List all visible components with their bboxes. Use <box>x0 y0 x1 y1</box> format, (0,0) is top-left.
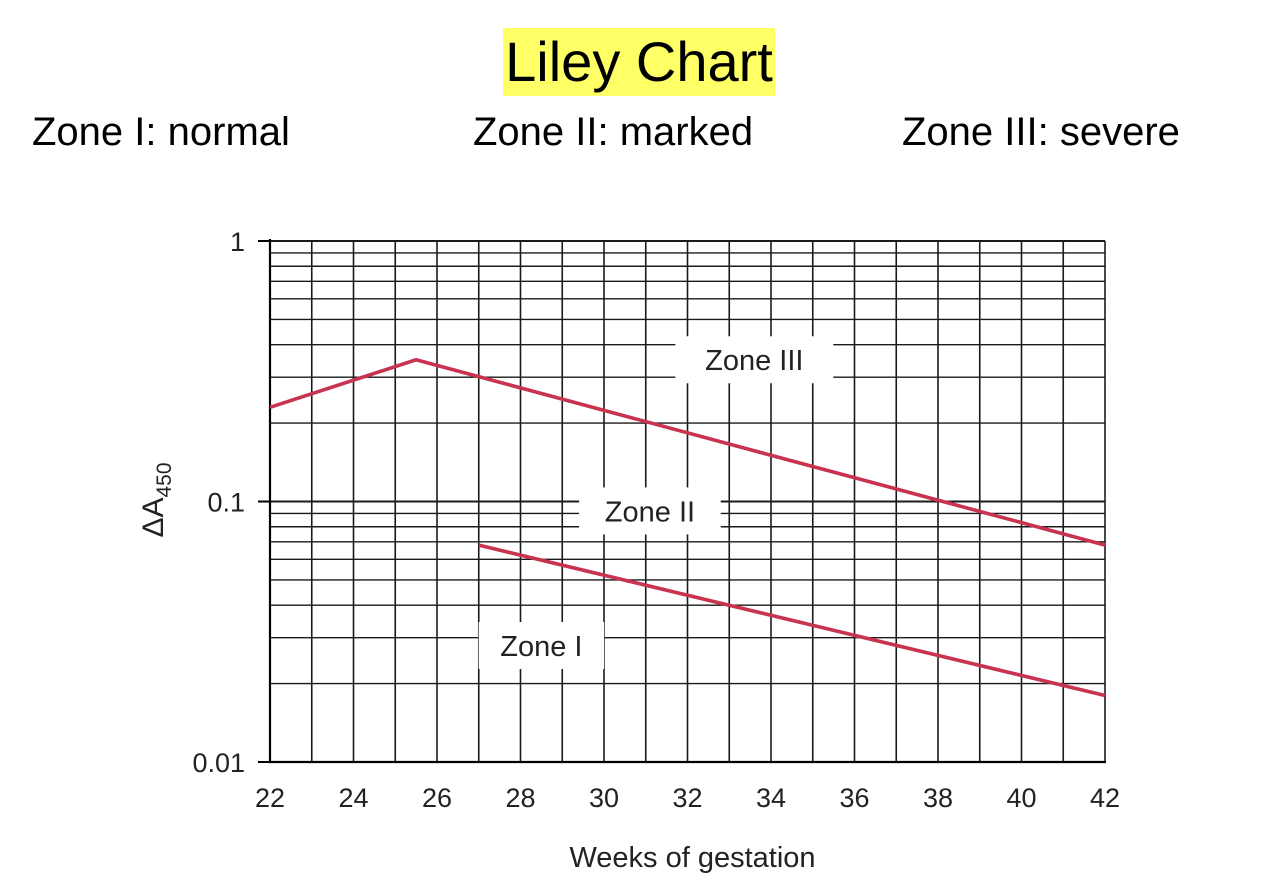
x-axis-label: Weeks of gestation <box>569 842 815 874</box>
x-tick-label: 38 <box>923 783 953 813</box>
zone-label-3: Zone I <box>500 631 582 663</box>
x-tick-label: 26 <box>422 783 452 813</box>
x-tick-label: 34 <box>756 783 786 813</box>
x-tick-label: 36 <box>839 783 869 813</box>
zone-label-background <box>675 336 834 384</box>
zone-label-background <box>579 487 721 535</box>
y-tick-label: 0.01 <box>192 748 245 778</box>
y-tick-label: 0.1 <box>207 488 245 518</box>
x-tick-label: 28 <box>505 783 535 813</box>
x-tick-label: 24 <box>338 783 368 813</box>
x-tick-label: 30 <box>589 783 619 813</box>
x-tick-label: 22 <box>255 783 285 813</box>
zone-legend-normal: Zone I: normal <box>32 110 290 154</box>
chart-title: Liley Chart <box>503 28 775 96</box>
zone-label-background <box>478 622 605 670</box>
y-axis-label: ΔA450 <box>137 462 176 537</box>
title-area: Liley Chart <box>0 28 1278 96</box>
zone-boundary-line-2 <box>478 543 1106 698</box>
x-tick-label: 42 <box>1090 783 1120 813</box>
zone-label-1: Zone III <box>705 345 803 377</box>
zone-legend-severe: Zone III: severe <box>902 110 1180 154</box>
x-tick-label: 40 <box>1006 783 1036 813</box>
zone-boundary-line-1 <box>269 357 1106 547</box>
zone-label-2: Zone II <box>605 496 695 528</box>
y-tick-label: 1 <box>230 227 245 257</box>
zone-legend-marked: Zone II: marked <box>473 110 754 154</box>
x-tick-label: 32 <box>672 783 702 813</box>
